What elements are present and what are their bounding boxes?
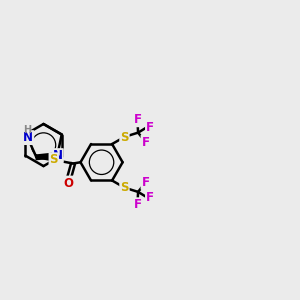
Text: F: F — [146, 191, 154, 204]
Text: F: F — [134, 198, 142, 211]
Text: O: O — [64, 177, 74, 190]
Text: F: F — [142, 136, 149, 148]
Text: H: H — [23, 125, 32, 135]
Text: F: F — [146, 121, 154, 134]
Text: N: N — [23, 131, 33, 144]
Text: F: F — [142, 176, 149, 189]
Text: S: S — [120, 181, 129, 194]
Text: N: N — [53, 149, 63, 162]
Text: F: F — [134, 113, 142, 126]
Text: S: S — [120, 130, 129, 144]
Text: S: S — [50, 153, 58, 166]
